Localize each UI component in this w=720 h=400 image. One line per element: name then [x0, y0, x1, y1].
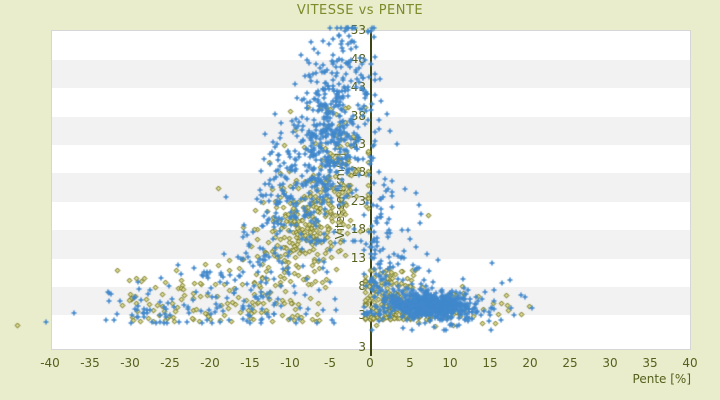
y-tick-label: 18 [350, 222, 366, 237]
x-tick-label: -10 [280, 356, 300, 370]
zero-axis-line [369, 30, 372, 356]
y-tick-label: 3 [358, 307, 366, 322]
chart-title: VITESSE vs PENTE [296, 3, 424, 18]
x-tick-label: 25 [562, 356, 578, 370]
x-axis-title: Pente [%] [632, 372, 691, 386]
y-tick-label: 8 [358, 279, 366, 294]
y-tick-label: 48 [350, 51, 366, 66]
x-tick-label: -5 [324, 356, 336, 370]
y-tick-label-axis-bottom: 3 [358, 340, 366, 354]
x-tick-label: -30 [120, 356, 140, 370]
y-tick-label: 28 [350, 165, 366, 180]
x-tick-label: -25 [160, 356, 180, 370]
x-tick-label: -35 [80, 356, 100, 370]
y-tick-label: 23 [350, 193, 366, 208]
x-tick-label: 0 [366, 356, 374, 370]
x-tick-label: 15 [482, 356, 498, 370]
x-tick-label: 5 [406, 356, 414, 370]
x-tick-label: 30 [602, 356, 618, 370]
x-tick-label: -40 [40, 356, 60, 370]
x-tick-label: -20 [200, 356, 220, 370]
x-tick-label: 20 [522, 356, 538, 370]
x-tick-label: 10 [442, 356, 458, 370]
y-tick-label: 43 [350, 80, 366, 95]
x-tick-label: -15 [240, 356, 260, 370]
y-tick-label: 38 [350, 108, 366, 123]
y-tick-label: 33 [350, 136, 366, 151]
x-tick-label: 35 [642, 356, 658, 370]
y-tick-label: 53 [350, 23, 366, 38]
y-tick-label: 13 [350, 250, 366, 265]
x-tick-label: 40 [682, 356, 698, 370]
